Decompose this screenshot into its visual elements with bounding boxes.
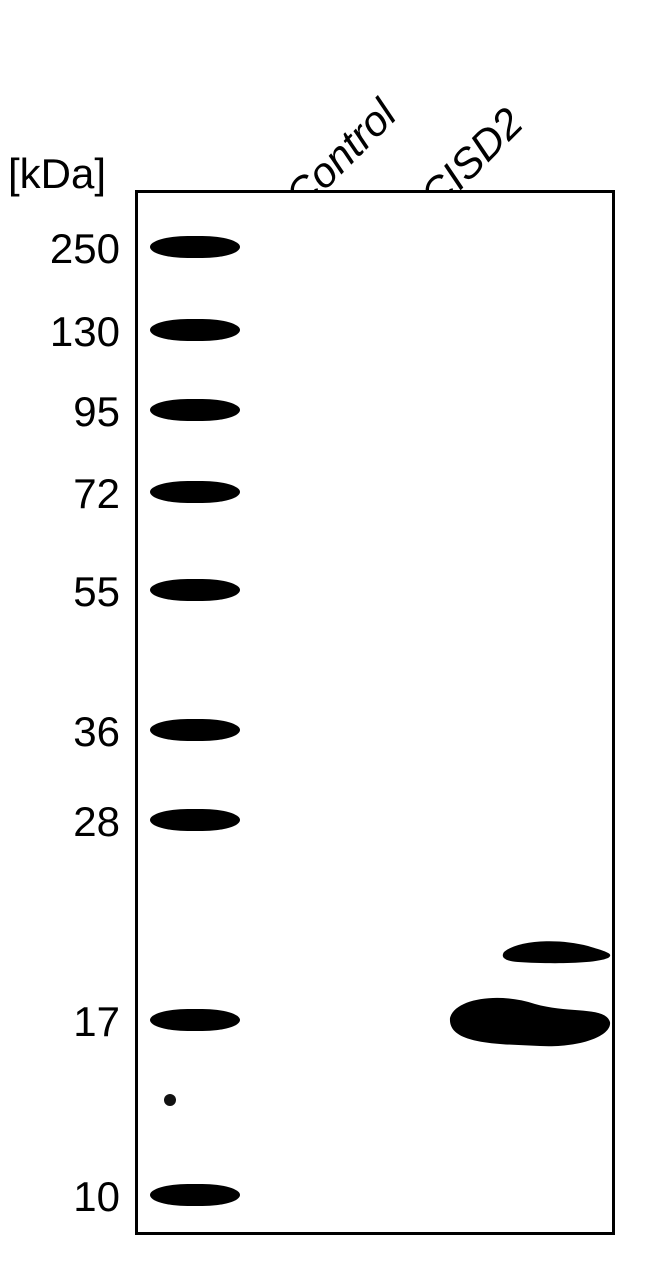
ladder-band-95 <box>150 399 240 421</box>
artifact-speckle <box>164 1094 176 1106</box>
marker-label-36: 36 <box>20 708 120 756</box>
marker-label-55: 55 <box>20 568 120 616</box>
sample-band-cisd2-17kda <box>440 988 615 1054</box>
marker-label-28: 28 <box>20 798 120 846</box>
marker-label-17: 17 <box>20 998 120 1046</box>
ladder-band-10 <box>150 1184 240 1206</box>
axis-unit-label: [kDa] <box>8 150 106 198</box>
marker-label-250: 250 <box>20 225 120 273</box>
ladder-band-36 <box>150 719 240 741</box>
ladder-band-17 <box>150 1009 240 1031</box>
ladder-band-250 <box>150 236 240 258</box>
marker-label-72: 72 <box>20 470 120 518</box>
marker-label-10: 10 <box>20 1173 120 1221</box>
blot-figure: [kDa] Control CISD2 250 130 95 72 55 36 … <box>0 0 650 1264</box>
marker-label-95: 95 <box>20 388 120 436</box>
ladder-band-130 <box>150 319 240 341</box>
ladder-band-55 <box>150 579 240 601</box>
marker-label-130: 130 <box>20 308 120 356</box>
blot-membrane-frame <box>135 190 615 1235</box>
ladder-band-28 <box>150 809 240 831</box>
ladder-band-72 <box>150 481 240 503</box>
sample-band-cisd2-21kda <box>498 936 616 966</box>
